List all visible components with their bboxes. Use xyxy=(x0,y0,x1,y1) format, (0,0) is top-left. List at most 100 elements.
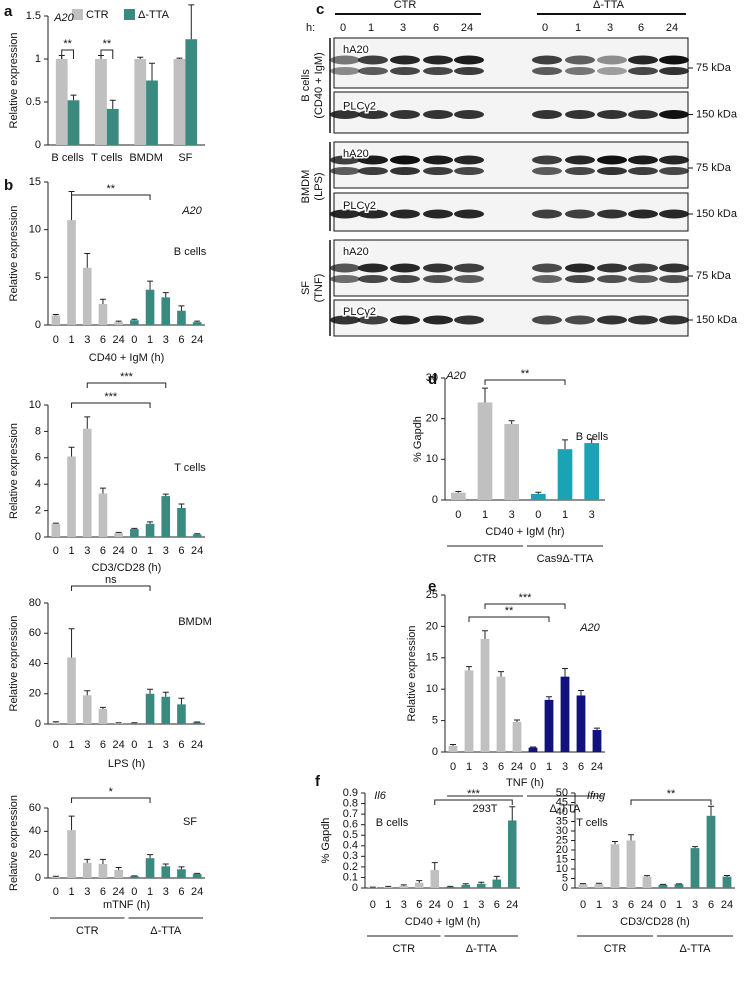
bar xyxy=(134,59,147,145)
error-bar xyxy=(385,885,392,887)
y-tick-label: 20 xyxy=(426,413,438,425)
bar xyxy=(67,830,76,878)
x-tick-label: 6 xyxy=(416,899,422,911)
significance-bracket xyxy=(71,402,151,408)
blot-band xyxy=(390,67,420,75)
blot-band xyxy=(423,209,453,219)
blot-band xyxy=(330,275,360,283)
blot-band xyxy=(532,263,562,273)
bar xyxy=(584,443,599,500)
bar xyxy=(98,493,108,537)
x-tick-label: 6 xyxy=(708,899,714,911)
hours-label: h: xyxy=(306,22,315,34)
bar xyxy=(51,876,61,878)
x-tick-label: 0 xyxy=(535,509,541,521)
annotation: B cells xyxy=(376,817,409,829)
significance-label: *** xyxy=(120,371,134,383)
x-tick-label: 3 xyxy=(612,899,618,911)
blot-band xyxy=(597,155,627,165)
bar xyxy=(383,886,393,888)
y-tick-label: 0 xyxy=(432,746,438,758)
blot-band xyxy=(454,155,484,165)
bar xyxy=(507,820,517,888)
y-tick-label: 0.6 xyxy=(343,819,358,831)
x-axis-label: mTNF (h) xyxy=(103,899,150,911)
bar xyxy=(95,59,107,145)
blot-band xyxy=(565,209,595,219)
x-tick-label: 0 xyxy=(53,739,59,751)
x-tick-label: 1 xyxy=(68,739,74,751)
error-bar xyxy=(149,62,156,81)
x-tick-label: 6 xyxy=(100,545,106,557)
significance-bracket xyxy=(468,616,550,622)
blot-band xyxy=(597,167,627,175)
y-tick-label: 15 xyxy=(29,176,41,188)
significance-label: * xyxy=(109,786,114,798)
blot-band xyxy=(358,110,388,119)
x-tick-label: 1 xyxy=(147,334,153,346)
x-tick-label: 24 xyxy=(191,886,203,898)
error-bar xyxy=(115,320,122,323)
y-tick-label: 15 xyxy=(426,652,438,664)
y-tick-label: 45 xyxy=(556,796,568,808)
timepoint-label: 1 xyxy=(368,22,374,34)
x-tick-label: 6 xyxy=(178,334,184,346)
bar xyxy=(445,886,455,888)
significance-label: ** xyxy=(505,605,514,617)
x-axis-label: CD40 + IgM (hr) xyxy=(485,526,564,538)
blot-band xyxy=(597,209,627,219)
blot-band xyxy=(330,315,360,325)
y-tick-label: 1 xyxy=(35,53,41,65)
blot-band xyxy=(423,275,453,283)
row-label: (LPS) xyxy=(313,172,325,200)
y-tick-label: 0 xyxy=(352,882,358,894)
y-tick-label: 0 xyxy=(35,319,41,331)
bar xyxy=(192,873,202,878)
significance-bracket xyxy=(71,797,151,803)
bar xyxy=(192,722,202,724)
bar xyxy=(430,870,440,888)
row-label: SF xyxy=(300,281,312,295)
bar xyxy=(722,876,732,888)
x-tick-label: T cells xyxy=(91,152,123,164)
legend-label: Δ-TTA xyxy=(138,9,170,21)
bar xyxy=(130,529,139,537)
x-tick-label: 6 xyxy=(178,545,184,557)
bar xyxy=(578,884,588,888)
x-tick-label: 0 xyxy=(455,509,461,521)
legend-swatch xyxy=(72,9,83,20)
band-label: hA20 xyxy=(343,246,369,258)
error-bar xyxy=(162,292,169,298)
y-tick-label: 8 xyxy=(35,425,41,437)
y-tick-label: 2 xyxy=(35,505,41,517)
blot-band xyxy=(330,167,360,175)
error-bar xyxy=(52,721,59,723)
y-tick-label: 0 xyxy=(432,494,438,506)
bar xyxy=(82,267,92,325)
x-axis-label: CD40 + IgM (h) xyxy=(89,352,165,364)
bar xyxy=(451,492,466,500)
x-axis-label: LPS (h) xyxy=(108,758,145,770)
y-tick-label: 20 xyxy=(29,688,41,700)
x-tick-label: 3 xyxy=(84,886,90,898)
bar xyxy=(51,523,61,537)
blot-band xyxy=(565,67,595,75)
y-axis-label: Relative expression xyxy=(8,33,20,129)
blot-band xyxy=(628,209,658,219)
bar xyxy=(114,869,123,878)
annotation: Ifng xyxy=(587,790,606,802)
bar xyxy=(51,315,61,325)
error-bar xyxy=(514,719,520,722)
x-tick-label: 3 xyxy=(163,739,169,751)
blot-band xyxy=(358,155,388,165)
error-bar xyxy=(462,883,469,885)
error-bar xyxy=(84,858,91,863)
annotation: B cells xyxy=(576,431,609,443)
group-label: CTR xyxy=(392,943,415,955)
y-tick-label: 0.1 xyxy=(343,871,358,883)
significance-bracket xyxy=(484,379,566,385)
error-bar xyxy=(482,630,488,639)
error-bar xyxy=(131,318,138,321)
annotation: B cells xyxy=(174,246,207,258)
